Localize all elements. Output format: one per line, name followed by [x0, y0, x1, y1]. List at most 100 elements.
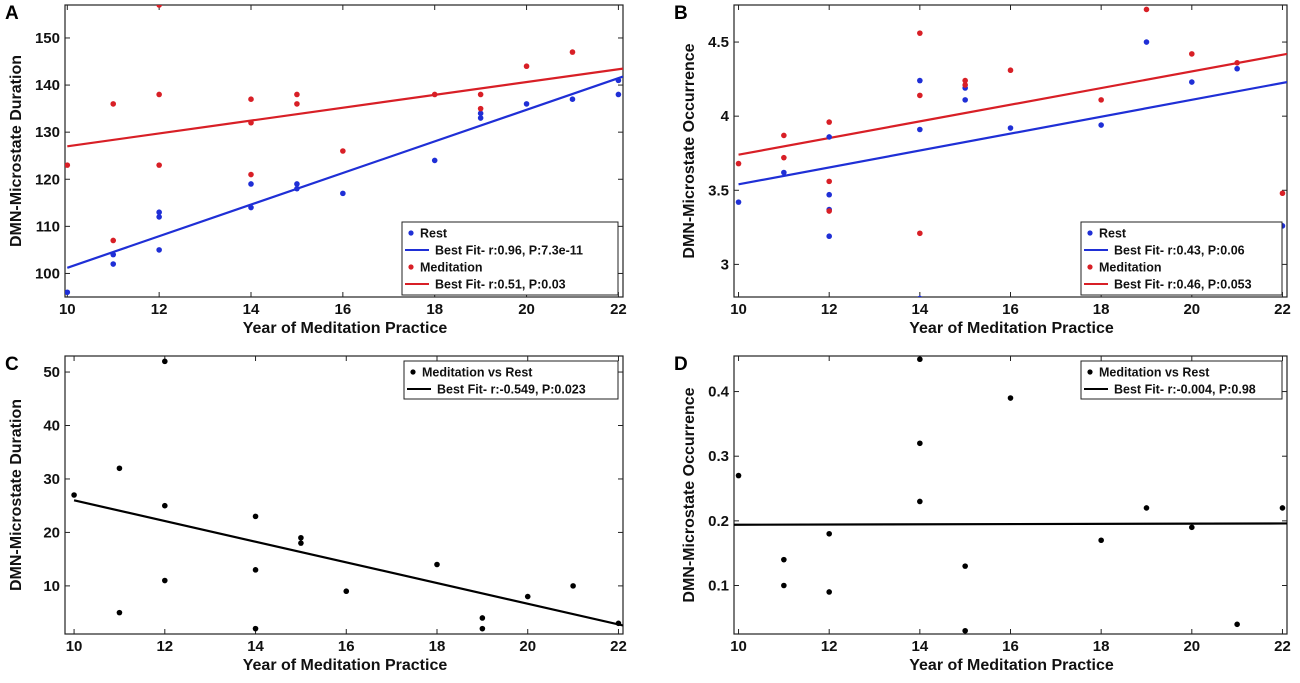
data-point-meditation — [826, 119, 832, 125]
x-tick-label: 20 — [519, 638, 536, 655]
legend-box — [1080, 221, 1283, 296]
data-point-meditation-vs-rest — [298, 534, 304, 541]
data-point-meditation-vs-rest — [615, 620, 622, 627]
data-point-rest — [826, 233, 832, 240]
data-point-meditation — [781, 154, 787, 161]
data-point-rest — [294, 181, 300, 187]
data-point-meditation — [917, 92, 923, 99]
data-point-meditation — [523, 63, 530, 70]
fit-line-rest — [66, 75, 623, 269]
data-point-meditation — [248, 171, 254, 178]
data-point-meditation-vs-rest — [1098, 537, 1104, 544]
data-point-meditation-vs-rest — [962, 627, 968, 634]
data-point-meditation-vs-rest — [116, 609, 123, 616]
legend-label: Best Fit- r:0.43, P:0.06 — [1114, 244, 1245, 258]
panel-b: 10 12 14 16 18 20 22 3 3.5 4 4.5 Year of Meditation… — [674, 3, 1291, 337]
x-tick-label: 22 — [610, 301, 627, 318]
data-point-meditation-vs-rest — [479, 625, 486, 632]
legend: Rest Best Fit- r:0.43, P:0.06 Meditation Be… — [1080, 221, 1283, 296]
x-tick-label: 14 — [912, 301, 929, 318]
data-point-meditation-vs-rest — [917, 498, 923, 505]
data-point-meditation — [110, 237, 117, 244]
legend: Rest Best Fit- r:0.96, P:7.3e-11 Meditatio… — [401, 221, 619, 296]
x-tick-label: 12 — [156, 638, 173, 655]
legend-label: Meditation — [1099, 261, 1162, 275]
data-point-meditation-vs-rest — [343, 588, 350, 595]
data-point-meditation-vs-rest — [162, 577, 168, 584]
plot-frame — [733, 355, 1288, 635]
y-tick-label: 4.5 — [708, 34, 729, 51]
data-point-rest — [917, 77, 923, 84]
data-point-meditation — [735, 160, 742, 167]
data-point-meditation — [1234, 60, 1240, 66]
legend-label: Rest — [420, 227, 448, 241]
data-point-meditation — [1007, 67, 1014, 74]
legend-label: Best Fit- r:-0.549, P:0.023 — [437, 383, 586, 397]
data-point-rest — [917, 126, 923, 133]
y-tick-label: 20 — [43, 524, 60, 541]
data-point-meditation-vs-rest — [962, 563, 968, 569]
data-point-meditation — [826, 208, 832, 214]
y-tick-label: 150 — [35, 30, 60, 47]
data-point-meditation — [1098, 97, 1104, 103]
data-point-rest — [1189, 79, 1195, 85]
data-point-rest — [735, 199, 742, 205]
panel-label: B — [674, 3, 688, 24]
data-point-meditation — [156, 162, 162, 168]
data-point-meditation — [962, 82, 968, 88]
x-tick-label: 12 — [821, 638, 838, 655]
legend-marker — [1087, 264, 1093, 270]
data-point-rest — [569, 96, 576, 102]
data-point-meditation-vs-rest — [479, 615, 486, 621]
x-tick-label: 16 — [1002, 638, 1019, 655]
y-tick-label: 0.4 — [708, 384, 730, 401]
y-tick-label: 130 — [35, 124, 60, 141]
data-point-meditation — [156, 91, 162, 98]
data-point-meditation-vs-rest — [917, 356, 923, 363]
data-point-meditation — [431, 91, 438, 98]
data-point-meditation — [917, 230, 923, 237]
x-axis-label: Year of Meditation Practice — [909, 657, 1114, 674]
panel-label: C — [5, 354, 19, 375]
data-point-meditation-vs-rest — [1279, 505, 1286, 511]
panel-label: D — [674, 354, 688, 375]
legend-label: Best Fit- r:0.96, P:7.3e-11 — [435, 244, 583, 258]
fit-line-meditation-vs-rest — [734, 522, 1287, 526]
plot-frame — [64, 355, 624, 635]
data-point-meditation — [156, 5, 162, 8]
data-point-rest — [1234, 65, 1240, 72]
panel-d: 10 12 14 16 18 20 22 0.1 0.2 0.3 0.4 Year of Medita… — [674, 354, 1291, 674]
data-point-rest — [1007, 125, 1014, 131]
y-tick-label: 110 — [36, 218, 60, 235]
data-point-rest — [1098, 122, 1104, 128]
data-point-rest — [615, 77, 622, 84]
x-tick-label: 14 — [912, 638, 929, 655]
y-tick-label: 10 — [43, 578, 60, 595]
data-point-rest — [340, 190, 346, 197]
legend: Meditation vs Rest Best Fit- r:-0.004, P:… — [1080, 360, 1283, 400]
fit-line-rest — [738, 80, 1287, 186]
legend: Meditation vs Rest Best Fit- r:-0.549, P:… — [403, 360, 619, 400]
data-point-rest — [917, 295, 923, 297]
y-tick-label: 3 — [721, 256, 729, 273]
x-tick-label: 18 — [1093, 301, 1110, 318]
plot-area — [65, 5, 623, 296]
data-point-rest — [110, 251, 117, 258]
data-point-rest — [248, 204, 254, 211]
x-tick-label: 22 — [1274, 301, 1291, 318]
y-tick-label: 140 — [35, 77, 60, 94]
legend-label: Rest — [1099, 227, 1127, 241]
y-axis-label: DMN-Microstate Duration — [8, 399, 25, 591]
x-tick-label: 14 — [247, 638, 264, 655]
data-point-meditation — [1189, 51, 1195, 57]
data-point-meditation-vs-rest — [71, 492, 77, 498]
data-point-rest — [826, 191, 832, 198]
data-point-rest — [477, 110, 484, 117]
data-point-meditation-vs-rest — [826, 589, 832, 595]
x-tick-label: 18 — [1093, 638, 1110, 655]
legend-marker — [1087, 369, 1093, 375]
data-point-meditation — [1143, 6, 1150, 13]
data-point-meditation-vs-rest — [1007, 395, 1014, 401]
y-axis-label: DMN-Microstate Occurrence — [681, 387, 698, 602]
